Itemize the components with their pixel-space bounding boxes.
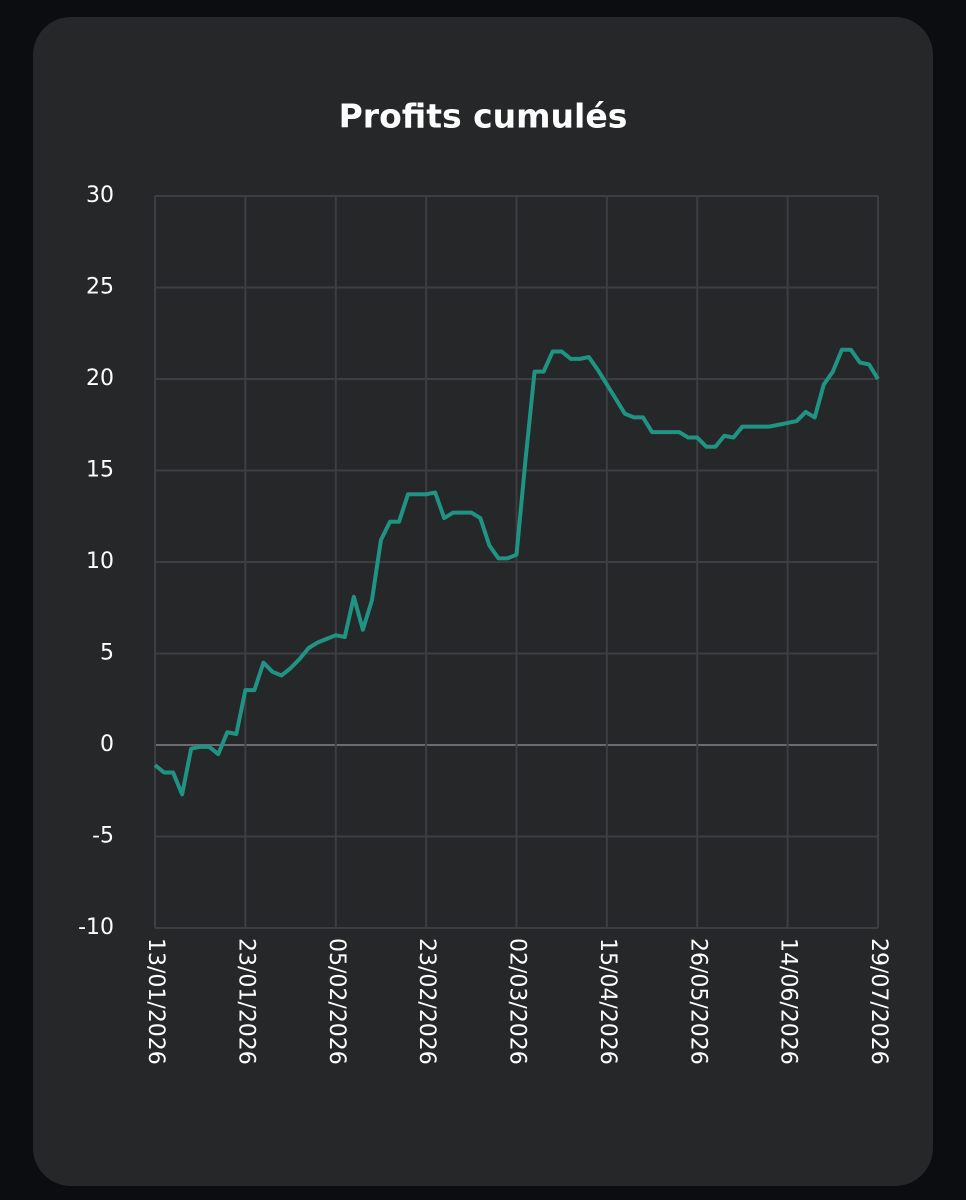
y-tick-label: 20 [86, 366, 114, 391]
y-tick-label: 0 [100, 732, 114, 757]
x-tick-label: 15/04/2026 [595, 938, 620, 1065]
x-tick-label: 13/01/2026 [143, 938, 168, 1065]
x-tick-label: 23/02/2026 [414, 938, 439, 1065]
y-tick-label: 25 [86, 275, 114, 300]
x-tick-label: 29/07/2026 [866, 938, 891, 1065]
y-tick-label: 15 [86, 458, 114, 483]
y-tick-label: 30 [86, 183, 114, 208]
x-tick-label: 26/05/2026 [685, 938, 710, 1065]
chart-title: Profits cumulés [339, 97, 628, 136]
x-tick-label: 05/02/2026 [324, 938, 349, 1065]
series-line [153, 347, 880, 797]
x-tick-label: 02/03/2026 [505, 938, 530, 1065]
x-tick-label: 14/06/2026 [776, 938, 801, 1065]
y-tick-label: -5 [92, 824, 114, 849]
y-tick-label: 5 [100, 641, 114, 666]
y-tick-label: -10 [78, 915, 114, 940]
x-tick-label: 23/01/2026 [233, 938, 258, 1065]
y-tick-label: 10 [86, 549, 114, 574]
chart-card [33, 17, 933, 1186]
